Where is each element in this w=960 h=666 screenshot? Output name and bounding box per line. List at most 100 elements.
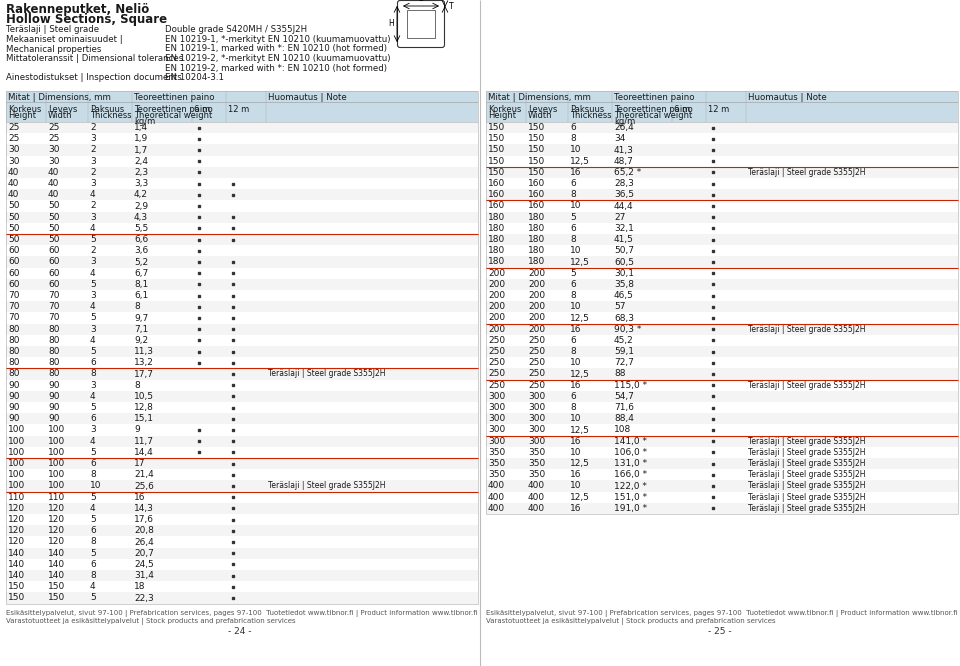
Text: 200: 200 — [528, 325, 545, 334]
Text: 6: 6 — [570, 280, 576, 289]
Bar — [486, 447, 958, 458]
Text: 100: 100 — [48, 426, 65, 434]
Text: 100: 100 — [8, 482, 25, 490]
Text: 150: 150 — [488, 168, 505, 177]
Text: Ainestodistukset | Inspection documents: Ainestodistukset | Inspection documents — [6, 73, 181, 82]
Bar — [6, 570, 478, 581]
Text: 60: 60 — [48, 280, 60, 289]
Text: 300: 300 — [528, 403, 545, 412]
Bar — [6, 312, 478, 324]
Bar — [6, 559, 478, 570]
Text: 40: 40 — [48, 190, 60, 199]
Text: EN 10204-3.1: EN 10204-3.1 — [165, 73, 224, 82]
Bar — [486, 189, 958, 200]
Text: 16: 16 — [570, 504, 582, 513]
Bar — [6, 447, 478, 458]
Text: T: T — [449, 2, 454, 11]
Text: 5: 5 — [90, 403, 96, 412]
Bar — [486, 312, 958, 324]
Text: Teoreettinen paino: Teoreettinen paino — [134, 105, 213, 113]
Text: 31,4: 31,4 — [134, 571, 154, 580]
Text: 400: 400 — [488, 482, 505, 490]
Bar — [486, 424, 958, 436]
Text: 10: 10 — [570, 302, 582, 311]
Text: 250: 250 — [488, 381, 505, 390]
Text: 131,0 *: 131,0 * — [614, 459, 647, 468]
Text: 60: 60 — [8, 268, 19, 278]
Bar — [6, 200, 478, 212]
Text: 50: 50 — [8, 202, 19, 210]
Text: 60: 60 — [8, 258, 19, 266]
Text: 160: 160 — [488, 202, 505, 210]
Text: 70: 70 — [48, 302, 60, 311]
Text: Theoretical weight: Theoretical weight — [134, 111, 212, 119]
Text: 17,6: 17,6 — [134, 515, 154, 524]
Text: 60: 60 — [48, 258, 60, 266]
Text: 5: 5 — [90, 314, 96, 322]
Text: Width: Width — [48, 111, 73, 119]
Text: 400: 400 — [488, 504, 505, 513]
Bar — [6, 166, 478, 178]
Text: 12 m: 12 m — [228, 105, 250, 113]
Text: 20,8: 20,8 — [134, 526, 154, 535]
Text: 80: 80 — [8, 370, 19, 378]
Text: 150: 150 — [8, 593, 25, 603]
Text: 30,1: 30,1 — [614, 268, 634, 278]
Text: 60: 60 — [8, 280, 19, 289]
Bar — [486, 368, 958, 380]
Bar — [6, 346, 478, 357]
Text: 9,7: 9,7 — [134, 314, 148, 322]
Text: 16: 16 — [134, 493, 146, 501]
Text: 6 m: 6 m — [674, 105, 690, 113]
Text: kg/m: kg/m — [134, 117, 156, 125]
Bar — [486, 212, 958, 223]
Text: 300: 300 — [528, 426, 545, 434]
Text: 60: 60 — [48, 246, 60, 255]
Bar — [6, 402, 478, 413]
Text: 10: 10 — [570, 246, 582, 255]
Bar — [486, 324, 958, 335]
Text: 34: 34 — [614, 135, 625, 143]
Bar — [6, 156, 478, 166]
Text: 200: 200 — [528, 291, 545, 300]
Text: 70: 70 — [8, 291, 19, 300]
Text: 5: 5 — [90, 593, 96, 603]
Text: Hollow Sections, Square: Hollow Sections, Square — [6, 13, 167, 25]
Text: 68,3: 68,3 — [614, 314, 634, 322]
Text: 8: 8 — [90, 370, 96, 378]
Text: 6: 6 — [90, 414, 96, 424]
Text: Teräslaji | Steel grade S355J2H: Teräslaji | Steel grade S355J2H — [748, 493, 866, 501]
Text: 8: 8 — [90, 470, 96, 480]
Text: 28,3: 28,3 — [614, 179, 634, 188]
Bar — [6, 290, 478, 301]
Text: Rakenneputket, Neliö: Rakenneputket, Neliö — [6, 3, 149, 15]
Text: 180: 180 — [488, 235, 505, 244]
Text: 30: 30 — [8, 157, 19, 166]
Text: 140: 140 — [8, 571, 25, 580]
Text: 6: 6 — [90, 358, 96, 368]
Text: 200: 200 — [488, 291, 505, 300]
Text: 32,1: 32,1 — [614, 224, 634, 233]
Text: 150: 150 — [488, 145, 505, 155]
Text: Teräslaji | Steel grade S355J2H: Teräslaji | Steel grade S355J2H — [748, 470, 866, 480]
Bar — [486, 166, 958, 178]
Text: 25: 25 — [8, 123, 19, 132]
Text: 1,9: 1,9 — [134, 135, 148, 143]
Text: 1,4: 1,4 — [134, 123, 148, 132]
Bar — [486, 380, 958, 391]
Text: 80: 80 — [48, 370, 60, 378]
Text: 36,5: 36,5 — [614, 190, 634, 199]
Text: 90: 90 — [48, 381, 60, 390]
Text: 6: 6 — [570, 179, 576, 188]
Text: 2,3: 2,3 — [134, 168, 148, 177]
Text: 180: 180 — [528, 258, 545, 266]
Bar — [486, 122, 958, 133]
Text: 80: 80 — [8, 358, 19, 368]
Text: Korkeus: Korkeus — [488, 105, 521, 113]
Text: 10,5: 10,5 — [134, 392, 154, 401]
Text: 80: 80 — [8, 336, 19, 345]
Text: kg/m: kg/m — [614, 117, 636, 125]
Text: Teoreettinen paino: Teoreettinen paino — [614, 93, 694, 103]
Text: Teräslaji | Steel grade S355J2H: Teräslaji | Steel grade S355J2H — [748, 325, 866, 334]
Text: 12,5: 12,5 — [570, 426, 589, 434]
